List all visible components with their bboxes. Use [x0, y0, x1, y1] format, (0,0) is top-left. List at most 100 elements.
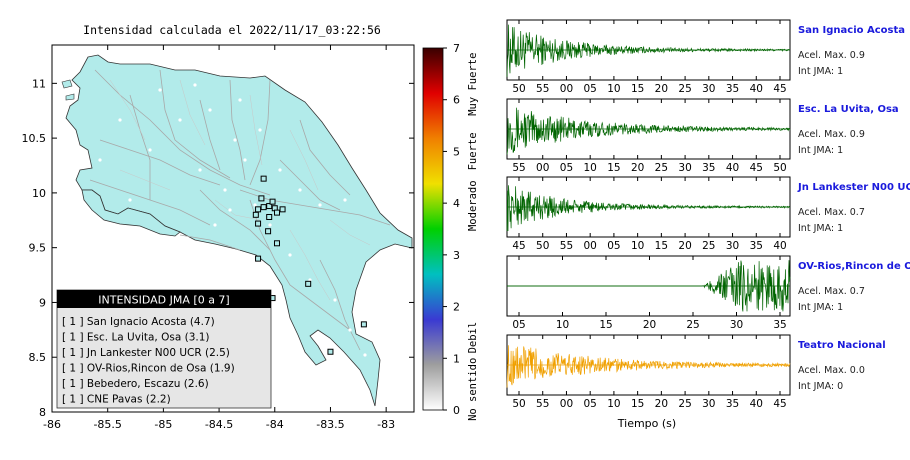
trace-tick-label: 05 — [583, 83, 596, 95]
trace-tick-label: 05 — [512, 319, 525, 331]
station-intensity: Int JMA: 1 — [798, 302, 843, 313]
map-y-tick-label: 9 — [39, 296, 46, 309]
trace-tick-label: 35 — [702, 162, 715, 174]
trace-tick-label: 55 — [512, 162, 525, 174]
trace-tick-label: 50 — [512, 83, 525, 95]
map-y-tick-label: 8.5 — [29, 351, 47, 364]
trace-tick-label: 50 — [512, 398, 525, 410]
trace-tick-label: 15 — [599, 319, 612, 331]
intensity-legend: INTENSIDAD JMA [0 a 7] [ 1 ] San Ignacio… — [56, 289, 272, 409]
trace-tick-label: 15 — [655, 240, 668, 252]
nicoya-peninsula — [81, 189, 181, 237]
map-x-tick-label: -83.5 — [316, 418, 344, 431]
colorbar-label: No sentido — [467, 358, 479, 421]
station-marker — [273, 209, 280, 216]
trace-tick-label: 35 — [726, 398, 739, 410]
waveform — [506, 107, 791, 155]
map-y-tick-label: 10.5 — [22, 132, 47, 145]
colorbar-tick-label: 5 — [453, 145, 460, 158]
trace-tick-label: 15 — [607, 162, 620, 174]
trace-tick-label: 45 — [750, 162, 763, 174]
trace-panel: 55 00 05 10 15 20 25 30 35 40 45 50 Esc. La Uvita, O… — [506, 98, 899, 174]
station-marker — [252, 211, 259, 218]
colorbar-tick-label: 4 — [453, 197, 460, 210]
station-marker — [269, 198, 276, 205]
map-x-tick-label: -85.5 — [93, 418, 121, 431]
trace-tick-label: 20 — [631, 162, 644, 174]
map-x-tick-label: -85 — [154, 418, 172, 431]
trace-tick-label: 10 — [607, 398, 620, 410]
colorbar-gradient — [422, 47, 444, 411]
station-name: San Ignacio Acosta — [798, 25, 905, 36]
trace-tick-label: 30 — [702, 83, 715, 95]
waveform — [506, 345, 791, 388]
station-marker — [265, 228, 272, 235]
station-accel: Acel. Max. 0.9 — [798, 129, 865, 140]
legend-title: INTENSIDAD JMA [0 a 7] — [98, 294, 229, 307]
station-intensity: Int JMA: 1 — [798, 145, 843, 156]
legend-item: [ 1 ] San Ignacio Acosta (4.7) — [62, 316, 215, 328]
trace-tick-label: 00 — [560, 83, 573, 95]
legend-items: [ 1 ] San Ignacio Acosta (4.7) [ 1 ] Esc.… — [62, 316, 235, 406]
trace-tick-label: 40 — [773, 240, 786, 252]
station-intensity: Int JMA: 0 — [798, 381, 843, 392]
waveform — [507, 260, 791, 312]
colorbar-label: Fuerte — [467, 132, 479, 170]
trace-tick-label: 10 — [631, 240, 644, 252]
trace-tick-label: 50 — [773, 162, 786, 174]
station-marker — [266, 203, 273, 210]
trace-tick-label: 55 — [536, 83, 549, 95]
map-x-tick-label: -83 — [377, 418, 395, 431]
colorbar-tick-label: 7 — [453, 42, 460, 55]
trace-tick-label: 35 — [726, 83, 739, 95]
station-marker — [260, 204, 267, 211]
trace-tick-label: 05 — [607, 240, 620, 252]
station-marker — [258, 195, 265, 202]
waveform-panels: 50 55 00 05 10 15 20 25 30 35 40 45 San Ignacio Acos… — [506, 19, 910, 410]
trace-tick-label: 20 — [643, 319, 656, 331]
map-frame — [51, 44, 415, 413]
trace-tick-label: 45 — [512, 240, 525, 252]
map-x-tick-label: -84 — [266, 418, 284, 431]
trace-tick-label: 05 — [583, 398, 596, 410]
station-intensity: Int JMA: 1 — [798, 66, 843, 77]
station-marker — [327, 348, 334, 355]
trace-tick-label: 25 — [686, 319, 699, 331]
colorbar-ticks: 0 1 2 3 4 5 6 7 — [443, 42, 460, 417]
station-accel: Acel. Max. 0.0 — [798, 365, 865, 376]
trace-tick-label: 10 — [556, 319, 569, 331]
colorbar-label: Moderado — [467, 180, 479, 231]
station-accel: Acel. Max. 0.7 — [798, 286, 865, 297]
station-accel: Acel. Max. 0.9 — [798, 50, 865, 61]
trace-tick-label: 15 — [631, 83, 644, 95]
trace-tick-label: 35 — [773, 319, 786, 331]
trace-panel: 45 50 55 00 05 10 15 20 25 30 35 40 Jn Lankester N00… — [506, 176, 910, 252]
trace-tick-label: 25 — [678, 83, 691, 95]
legend-header — [57, 290, 271, 308]
trace-tick-label: 00 — [583, 240, 596, 252]
colorbar-label: Muy Fuerte — [467, 53, 479, 116]
trace-tick-label: 00 — [560, 398, 573, 410]
map-y-tick-label: 10 — [32, 187, 46, 200]
station-name: Teatro Nacional — [798, 340, 886, 351]
colorbar-tick-label: 0 — [453, 404, 460, 417]
legend-box — [56, 289, 272, 409]
station-name: Jn Lankester N00 UCR — [797, 182, 910, 193]
trace-tick-label: 55 — [536, 398, 549, 410]
reference-dots — [98, 83, 367, 357]
trace-tick-label: 25 — [678, 398, 691, 410]
trace-tick-label: 15 — [631, 398, 644, 410]
trace-tick-label: 10 — [583, 162, 596, 174]
colorbar-labels: No sentido Debil Moderado Fuerte Muy Fuerte — [467, 53, 479, 421]
trace-tick-label: 35 — [750, 240, 763, 252]
station-intensity: Int JMA: 1 — [798, 223, 843, 234]
map-x-tick-label: -84.5 — [205, 418, 233, 431]
station-name: Esc. La Uvita, Osa — [798, 104, 899, 115]
trace-tick-label: 25 — [655, 162, 668, 174]
trace-tick-label: 50 — [536, 240, 549, 252]
trace-tick-label: 20 — [678, 240, 691, 252]
trace-tick-label: 05 — [560, 162, 573, 174]
station-marker — [260, 175, 267, 182]
station-marker — [255, 220, 262, 227]
